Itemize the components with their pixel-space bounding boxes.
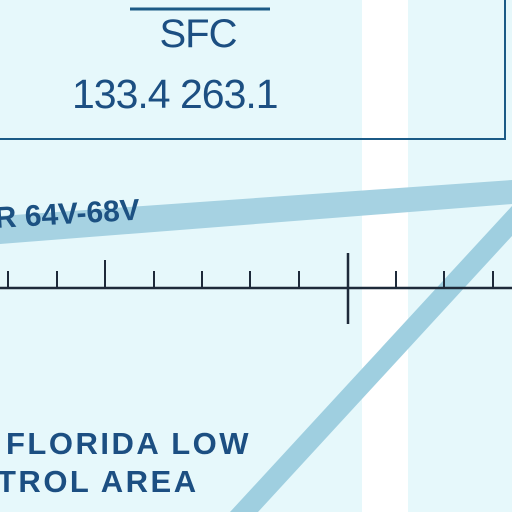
facility-name: SFC bbox=[159, 12, 238, 56]
airway-label: R 64V-68V bbox=[0, 193, 141, 235]
frequency-values: 133.4 263.1 bbox=[72, 71, 279, 117]
diagonal-airway-band bbox=[230, 206, 512, 512]
control-area-label-line2: TROL AREA bbox=[0, 464, 199, 499]
frequency-box bbox=[0, 0, 506, 140]
control-area-label-line1: FLORIDA LOW bbox=[6, 426, 252, 461]
chart-white-band bbox=[362, 0, 408, 512]
airway-band bbox=[0, 180, 512, 244]
scale-ticks bbox=[7, 260, 494, 288]
